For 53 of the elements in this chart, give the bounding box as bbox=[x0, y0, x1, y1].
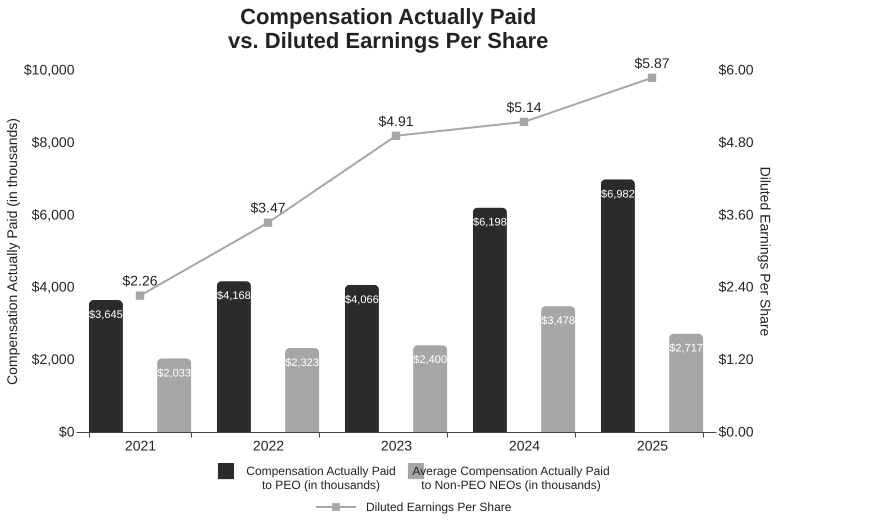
data-label: $2,717 bbox=[669, 342, 703, 355]
data-label: $3,478 bbox=[541, 315, 575, 328]
y2-axis-title: Diluted Earnings Per Share bbox=[758, 166, 774, 337]
data-label: $4.91 bbox=[378, 112, 414, 129]
y-tick-label: $2,000 bbox=[32, 351, 75, 368]
data-label: $4,066 bbox=[345, 294, 379, 306]
data-label: $3,645 bbox=[89, 309, 123, 322]
bar bbox=[541, 306, 576, 432]
y-tick-label: $0 bbox=[58, 424, 75, 440]
data-label: $2.26 bbox=[122, 272, 158, 289]
y-tick-label: $8,000 bbox=[32, 134, 75, 150]
x-tick-label: 2021 bbox=[124, 438, 156, 454]
data-label: $5.87 bbox=[634, 54, 670, 71]
data-label: $3.47 bbox=[250, 200, 286, 216]
x-tick-label: 2023 bbox=[380, 438, 412, 454]
chart-title: Compensation Actually Paid vs. Diluted Earnings Per Share bbox=[228, 4, 548, 53]
bar bbox=[472, 208, 507, 432]
x-tick-label: 2022 bbox=[252, 438, 284, 454]
bar bbox=[344, 284, 379, 432]
y-tick-label: $4,000 bbox=[32, 278, 75, 295]
bar bbox=[669, 334, 704, 432]
bar bbox=[157, 358, 192, 432]
data-label: $2,323 bbox=[285, 356, 319, 369]
data-label: $6,198 bbox=[473, 216, 507, 229]
bar bbox=[285, 348, 320, 432]
y2-tick-label: $1.20 bbox=[718, 351, 754, 368]
bar bbox=[216, 281, 251, 432]
point bbox=[136, 291, 144, 300]
point bbox=[392, 132, 400, 140]
y2-tick-label: $0.00 bbox=[718, 424, 754, 440]
y2-tick-label: $6.00 bbox=[718, 62, 754, 78]
y-tick-label: $10,000 bbox=[24, 62, 75, 78]
y2-tick-label: $2.40 bbox=[718, 278, 754, 295]
legend-label: Diluted Earnings Per Share bbox=[366, 500, 512, 514]
point bbox=[648, 74, 656, 82]
y2-tick-label: $3.60 bbox=[718, 206, 754, 222]
bar bbox=[600, 179, 635, 432]
legend-label: Compensation Actually Paid to PEO (in thousands) bbox=[246, 464, 396, 492]
text: Average Compensation Actually Paid to Non-PEO NEOs (in thousands) bbox=[412, 464, 610, 492]
y-tick-label: $6,000 bbox=[32, 206, 75, 222]
bar bbox=[413, 345, 448, 432]
data-label: $5.14 bbox=[506, 98, 542, 115]
y2-tick-label: $4.80 bbox=[718, 134, 754, 150]
bar bbox=[88, 300, 123, 432]
y-axis-title: Compensation Actually Paid (in thousands) bbox=[4, 118, 20, 385]
data-label: $2,400 bbox=[413, 354, 447, 366]
point bbox=[264, 218, 272, 227]
point bbox=[520, 118, 528, 126]
x-tick-label: 2025 bbox=[636, 438, 668, 454]
x-tick-label: 2024 bbox=[508, 438, 540, 454]
data-label: $2,033 bbox=[157, 367, 191, 380]
data-label: $4,168 bbox=[217, 290, 251, 302]
data-label: $6,982 bbox=[601, 188, 635, 200]
